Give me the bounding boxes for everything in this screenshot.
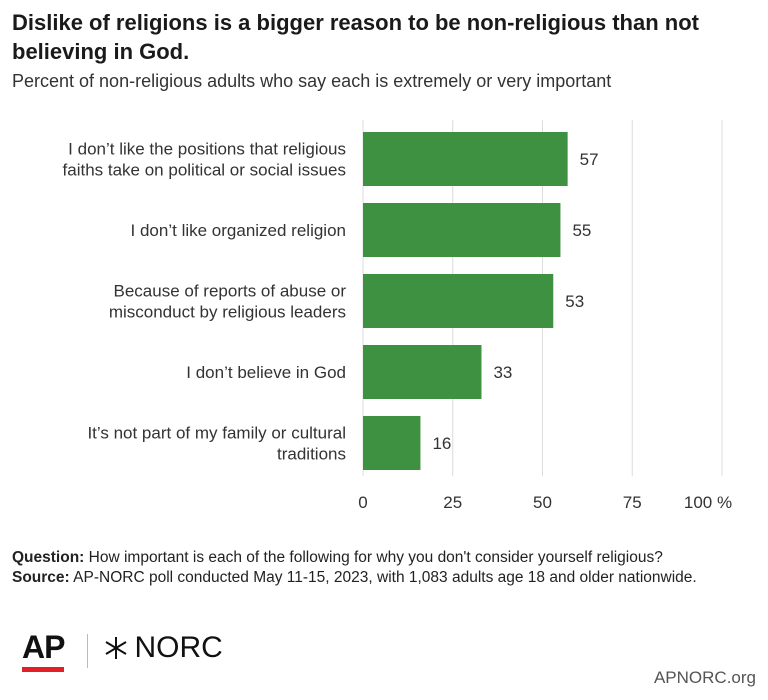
category-labels: I don’t like the positions that religiou… [63, 140, 347, 464]
value-label: 57 [580, 150, 599, 169]
ap-logo-bar [22, 667, 64, 672]
x-tick-label: 50 [533, 493, 552, 512]
bar [363, 274, 554, 328]
value-label: 55 [572, 221, 591, 240]
value-labels: 57 55 53 33 16 [432, 150, 598, 453]
chart-title: Dislike of religions is a bigger reason … [12, 10, 699, 64]
category-label: Because of reports of abuse or misconduct… [109, 282, 346, 322]
ap-logo-text: AP [22, 629, 65, 665]
category-label: It’s not part of my family or cultural tr… [87, 424, 346, 464]
bar-chart: I don’t like the positions that religiou… [63, 120, 732, 512]
x-tick-label: 25 [443, 493, 462, 512]
logo-divider [87, 634, 88, 668]
category-label: I don’t believe in God [186, 363, 346, 382]
source-label: Source: [12, 569, 70, 586]
question-label: Question: [12, 549, 85, 566]
x-tick-label: 0 [358, 493, 367, 512]
value-label: 16 [432, 434, 451, 453]
value-label: 53 [565, 292, 584, 311]
norc-logo: NORC [104, 630, 223, 670]
bar [363, 132, 568, 186]
bar [363, 203, 561, 257]
footer-notes: Question: How important is each of the f… [12, 548, 752, 588]
source-note: Source: AP-NORC poll conducted May 11-15… [12, 568, 752, 588]
question-note: Question: How important is each of the f… [12, 548, 752, 568]
bars [363, 132, 568, 470]
source-text: AP-NORC poll conducted May 11-15, 2023, … [69, 569, 697, 586]
bar [363, 345, 482, 399]
bar [363, 416, 421, 470]
x-axis-ticks: 0 25 50 75 100 % [358, 493, 732, 512]
chart-subtitle: Percent of non-religious adults who say … [12, 71, 612, 91]
category-label: I don’t like organized religion [131, 221, 346, 240]
x-tick-label: 100 % [684, 493, 732, 512]
site-url: APNORC.org [653, 668, 756, 687]
norc-logo-text: NORC [134, 631, 223, 664]
category-label: I don’t like the positions that religiou… [63, 140, 346, 180]
ap-logo: AP [20, 630, 66, 674]
star-cross-icon [105, 637, 127, 659]
question-text: How important is each of the following f… [84, 549, 663, 566]
value-label: 33 [493, 363, 512, 382]
x-tick-label: 75 [623, 493, 642, 512]
